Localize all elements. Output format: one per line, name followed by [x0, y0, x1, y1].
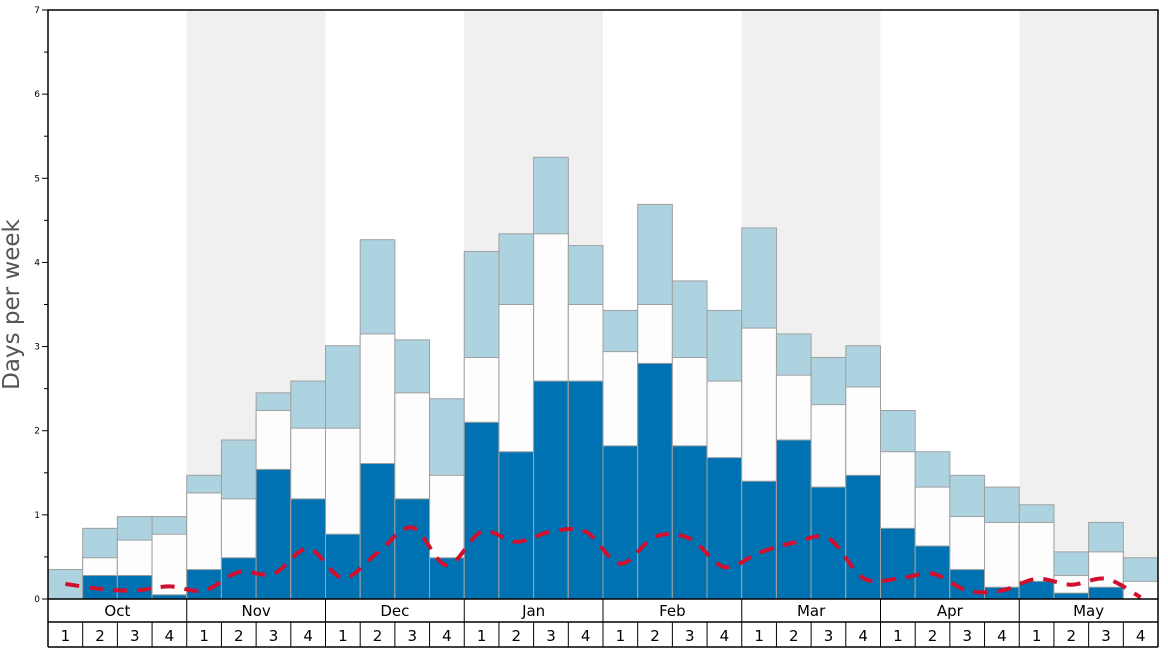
bar-dark-24: [845, 474, 881, 600]
y-axis-label: Days per week: [0, 218, 25, 389]
bar-mid-4: [151, 533, 188, 600]
bar-dark-23: [810, 486, 847, 600]
week-label-9: 1: [338, 627, 348, 645]
series-line: [65, 525, 1142, 600]
y-tick-label-1: 1: [34, 511, 40, 521]
month-label-dec: Dec: [380, 602, 409, 620]
bar-dark-11: [394, 498, 431, 600]
week-label-16: 4: [581, 627, 591, 645]
bar-dark-17: [602, 445, 639, 600]
week-label-24: 4: [858, 627, 868, 645]
week-label-22: 2: [789, 627, 799, 645]
week-label-8: 4: [303, 627, 313, 645]
bar-dark-20: [706, 457, 743, 600]
week-label-21: 1: [754, 627, 764, 645]
month-label-feb: Feb: [659, 602, 686, 620]
bar-dark-30: [1053, 592, 1090, 600]
month-shade-may: [1019, 10, 1158, 599]
week-label-25: 1: [893, 627, 903, 645]
month-label-oct: Oct: [104, 602, 130, 620]
week-label-13: 1: [477, 627, 487, 645]
month-label-may: May: [1073, 602, 1104, 620]
week-label-32: 4: [1136, 627, 1146, 645]
week-label-26: 2: [928, 627, 938, 645]
y-tick-label-5: 5: [34, 174, 40, 184]
month-label-nov: Nov: [241, 602, 270, 620]
bar-dark-16: [567, 380, 604, 600]
week-label-1: 1: [61, 627, 71, 645]
y-tick-label-0: 0: [34, 595, 40, 605]
bar-dark-22: [775, 439, 812, 600]
week-label-28: 4: [997, 627, 1007, 645]
y-tick-label-4: 4: [34, 258, 40, 268]
week-label-14: 2: [512, 627, 522, 645]
bar-dark-15: [533, 380, 569, 600]
week-label-12: 4: [442, 627, 452, 645]
week-label-5: 1: [199, 627, 209, 645]
week-label-11: 3: [407, 627, 417, 645]
y-tick-label-3: 3: [34, 343, 40, 353]
bar-dark-14: [498, 451, 535, 600]
month-label-mar: Mar: [797, 602, 826, 620]
y-tick-label-7: 7: [34, 6, 40, 16]
week-label-19: 3: [685, 627, 695, 645]
week-label-2: 2: [95, 627, 105, 645]
bar-dark-13: [463, 421, 500, 600]
week-label-4: 4: [165, 627, 175, 645]
bar-dark-19: [671, 445, 708, 600]
week-label-30: 2: [1067, 627, 1077, 645]
week-label-29: 1: [1032, 627, 1042, 645]
week-label-31: 3: [1101, 627, 1111, 645]
bar-dark-9: [325, 533, 361, 600]
week-label-20: 4: [720, 627, 730, 645]
bar-dark-31: [1088, 586, 1124, 600]
bar-dark-10: [359, 463, 396, 600]
week-label-6: 2: [234, 627, 244, 645]
week-label-18: 2: [650, 627, 660, 645]
bar-dark-21: [741, 480, 777, 600]
week-label-15: 3: [546, 627, 556, 645]
bar-dark-18: [637, 362, 673, 600]
bar-dark-7: [255, 468, 292, 600]
week-label-7: 3: [269, 627, 279, 645]
y-tick-label-2: 2: [34, 427, 40, 437]
bar-dark-6: [220, 557, 257, 600]
y-tick-label-6: 6: [34, 90, 40, 100]
week-label-10: 2: [373, 627, 383, 645]
week-label-17: 1: [616, 627, 626, 645]
week-label-3: 3: [130, 627, 140, 645]
bar-mid-28: [984, 521, 1020, 600]
month-label-jan: Jan: [521, 602, 545, 620]
week-label-27: 3: [962, 627, 972, 645]
bar-dark-25: [880, 527, 916, 600]
week-label-23: 3: [824, 627, 834, 645]
bar-dark-8: [290, 498, 326, 600]
month-label-apr: Apr: [937, 602, 964, 620]
